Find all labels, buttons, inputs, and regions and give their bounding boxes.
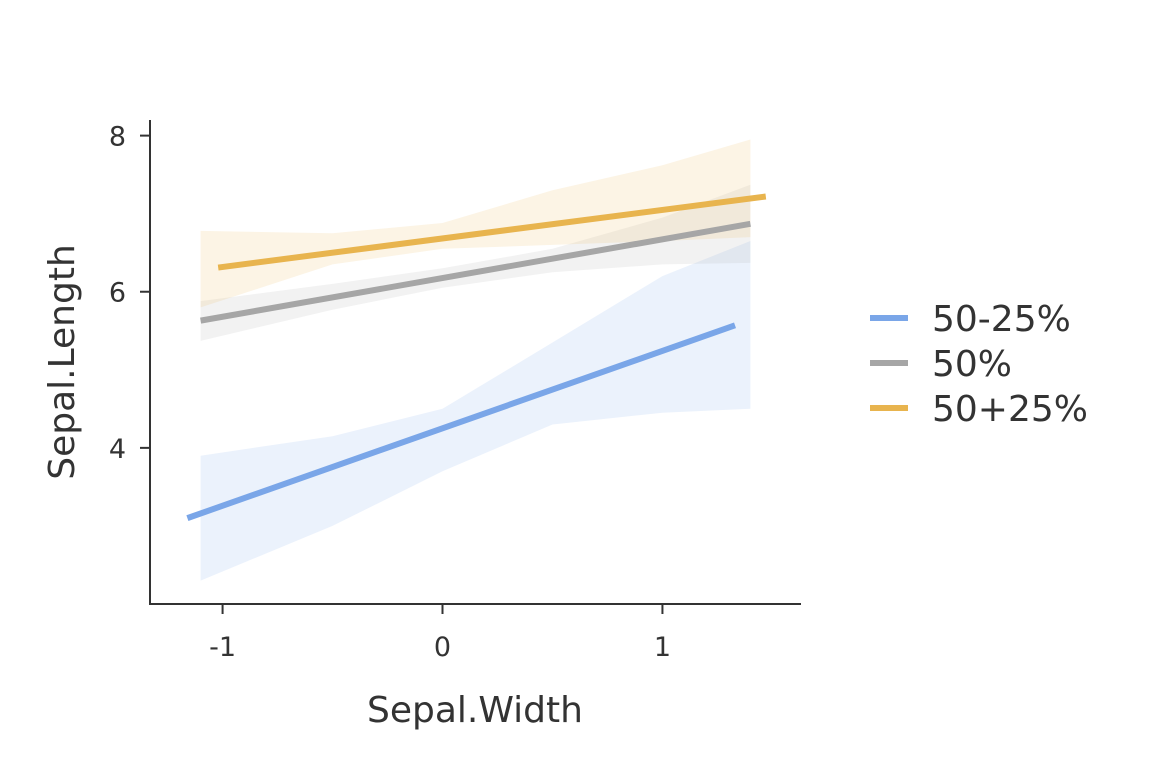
x-tick-label-1: 1 — [654, 632, 671, 663]
x-axis-title: Sepal.Width — [367, 690, 583, 731]
y-tick-label-8: 8 — [109, 122, 126, 153]
confidence-bands — [200, 139, 751, 581]
line-50pct — [200, 220, 751, 324]
axes — [149, 120, 801, 605]
band-50plus25pct — [200, 139, 751, 308]
x-tick-label-1: -1 — [209, 632, 236, 663]
line-50plus25pct — [217, 193, 767, 271]
y-axis-title: Sepal.Length — [42, 244, 83, 480]
axis-ticks: -1 0 1 4 6 8 — [109, 122, 671, 663]
band-50-25pct — [200, 241, 751, 581]
legend-label-50plus25pct: 50+25% — [932, 389, 1088, 430]
regression-lines — [186, 193, 767, 521]
y-tick-label-6: 6 — [109, 278, 126, 309]
legend-label-50pct: 50% — [932, 344, 1012, 385]
x-tick-label-0: 0 — [434, 632, 451, 663]
legend: 50-25%50%50+25% — [870, 299, 1088, 430]
y-tick-label-4: 4 — [109, 434, 126, 465]
legend-label-50-25pct: 50-25% — [932, 299, 1071, 340]
band-50pct — [200, 184, 751, 341]
line-50-25pct — [186, 322, 737, 521]
